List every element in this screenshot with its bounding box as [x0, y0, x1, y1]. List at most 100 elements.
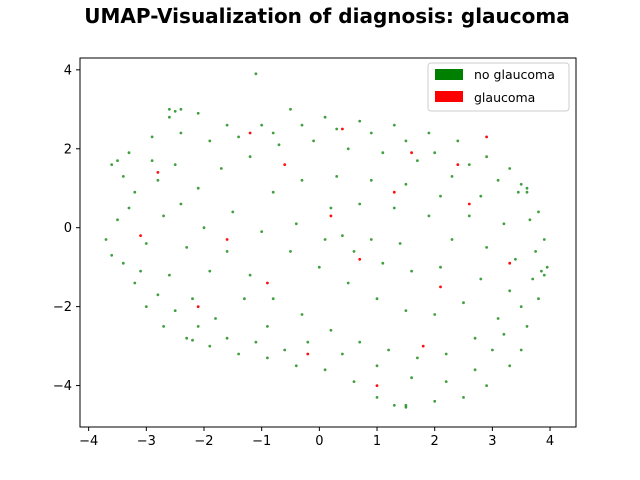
point-no-glaucoma	[540, 269, 543, 273]
point-no-glaucoma	[196, 325, 200, 328]
point-no-glaucoma	[225, 123, 229, 127]
point-no-glaucoma	[116, 159, 119, 163]
point-no-glaucoma	[369, 178, 373, 182]
point-no-glaucoma	[398, 242, 402, 245]
point-no-glaucoma	[433, 151, 437, 155]
point-no-glaucoma	[271, 297, 275, 301]
point-glaucoma	[248, 131, 252, 135]
point-glaucoma	[341, 127, 344, 131]
point-no-glaucoma	[516, 190, 520, 194]
point-no-glaucoma	[254, 72, 258, 76]
point-no-glaucoma	[179, 202, 183, 206]
point-no-glaucoma	[225, 336, 229, 340]
point-no-glaucoma	[502, 332, 506, 336]
point-no-glaucoma	[243, 297, 246, 301]
point-no-glaucoma	[335, 175, 339, 178]
point-no-glaucoma	[450, 238, 454, 241]
point-no-glaucoma	[473, 368, 477, 372]
point-glaucoma	[306, 352, 310, 356]
point-no-glaucoma	[485, 246, 488, 249]
y-tick-label: −2	[53, 300, 72, 315]
point-no-glaucoma	[127, 151, 131, 155]
point-no-glaucoma	[116, 218, 119, 222]
point-no-glaucoma	[208, 269, 212, 273]
point-no-glaucoma	[508, 167, 512, 170]
point-no-glaucoma	[479, 194, 483, 198]
x-tick-label: 3	[488, 434, 496, 449]
point-no-glaucoma	[300, 313, 304, 316]
chart-title: UMAP-Visualization of diagnosis: glaucom…	[84, 4, 569, 28]
point-glaucoma	[329, 214, 333, 218]
point-no-glaucoma	[404, 139, 408, 143]
plot-area-frame	[79, 57, 577, 428]
point-no-glaucoma	[266, 356, 269, 360]
point-no-glaucoma	[110, 163, 114, 167]
point-no-glaucoma	[525, 325, 529, 328]
y-tick-label: 4	[64, 63, 72, 78]
point-no-glaucoma	[456, 139, 460, 143]
point-no-glaucoma	[168, 273, 171, 277]
point-no-glaucoma	[462, 396, 465, 399]
point-glaucoma	[467, 202, 471, 206]
point-no-glaucoma	[404, 405, 408, 409]
point-no-glaucoma	[410, 269, 413, 273]
point-no-glaucoma	[254, 340, 258, 344]
point-no-glaucoma	[271, 190, 275, 194]
point-no-glaucoma	[317, 265, 321, 269]
point-no-glaucoma	[537, 210, 540, 214]
point-no-glaucoma	[260, 230, 264, 234]
x-tick-label: 1	[373, 434, 381, 449]
point-no-glaucoma	[528, 218, 532, 222]
x-tick-label: 0	[315, 434, 323, 449]
point-no-glaucoma	[346, 147, 350, 151]
x-tick-label: −1	[252, 434, 271, 449]
point-no-glaucoma	[110, 253, 114, 257]
point-no-glaucoma	[352, 380, 356, 383]
legend-label-glaucoma: glaucoma	[474, 90, 535, 105]
point-no-glaucoma	[427, 214, 431, 218]
point-no-glaucoma	[404, 309, 408, 312]
point-glaucoma	[139, 234, 143, 238]
point-no-glaucoma	[433, 313, 437, 316]
point-no-glaucoma	[266, 325, 269, 328]
point-no-glaucoma	[179, 107, 183, 111]
point-no-glaucoma	[144, 305, 148, 308]
point-no-glaucoma	[323, 368, 327, 372]
point-no-glaucoma	[496, 178, 500, 182]
point-no-glaucoma	[323, 115, 327, 119]
point-no-glaucoma	[283, 348, 287, 352]
point-no-glaucoma	[300, 178, 304, 182]
x-tick-label: −2	[194, 434, 213, 449]
point-no-glaucoma	[248, 273, 252, 277]
point-no-glaucoma	[358, 202, 362, 206]
point-no-glaucoma	[542, 273, 546, 277]
point-no-glaucoma	[352, 250, 356, 253]
point-no-glaucoma	[392, 123, 396, 127]
point-no-glaucoma	[404, 182, 408, 186]
point-no-glaucoma	[196, 111, 200, 115]
x-tick-label: −3	[137, 434, 156, 449]
scatter-points-layer	[104, 72, 549, 409]
point-no-glaucoma	[208, 139, 212, 143]
point-no-glaucoma	[502, 222, 506, 226]
point-no-glaucoma	[439, 194, 442, 198]
point-no-glaucoma	[294, 364, 298, 368]
point-no-glaucoma	[387, 348, 390, 352]
point-no-glaucoma	[156, 178, 160, 182]
legend-swatch-glaucoma	[435, 91, 463, 102]
point-no-glaucoma	[485, 155, 488, 159]
point-glaucoma	[485, 135, 488, 139]
point-no-glaucoma	[162, 325, 166, 328]
point-no-glaucoma	[185, 336, 189, 340]
legend-frame	[427, 62, 570, 112]
point-no-glaucoma	[381, 151, 385, 155]
x-tick-label: −4	[79, 434, 98, 449]
point-no-glaucoma	[358, 119, 362, 123]
point-no-glaucoma	[173, 109, 177, 113]
point-no-glaucoma	[185, 246, 189, 249]
point-no-glaucoma	[346, 281, 350, 285]
point-no-glaucoma	[341, 352, 344, 356]
point-no-glaucoma	[139, 269, 143, 273]
point-no-glaucoma	[335, 127, 339, 131]
point-no-glaucoma	[237, 352, 241, 356]
